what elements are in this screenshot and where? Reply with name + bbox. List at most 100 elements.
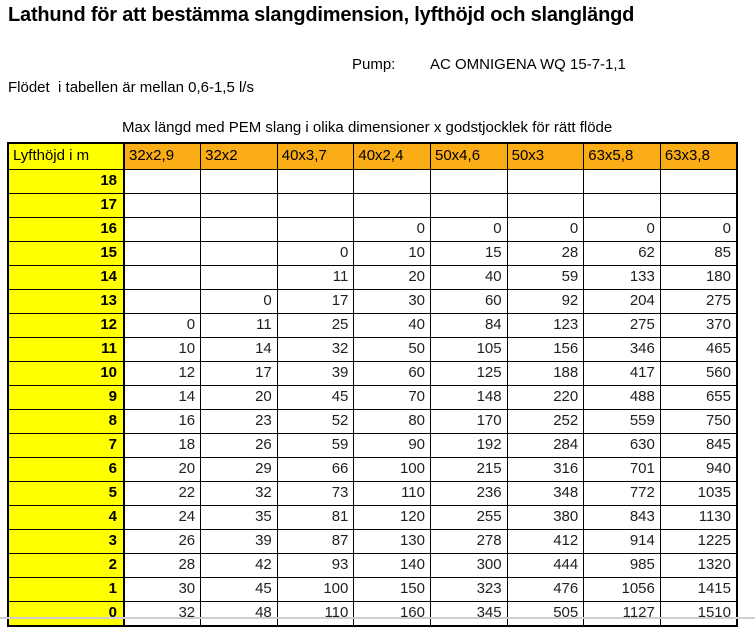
max-length-cell: 370 <box>659 313 738 338</box>
max-length-cell: 300 <box>430 553 508 578</box>
max-length-cell: 92 <box>506 289 585 314</box>
table-row: 11 10 14 32 50 105 156 346 465 <box>7 337 738 362</box>
max-length-cell <box>659 193 738 218</box>
row-header-lyfthojd: 16 <box>7 217 125 242</box>
row-header-lyfthojd: 12 <box>7 313 125 338</box>
max-length-cell: 32 <box>123 601 202 627</box>
max-length-cell: 93 <box>276 553 355 578</box>
max-length-cell <box>123 169 202 194</box>
max-length-cell: 28 <box>506 241 585 266</box>
max-length-cell: 772 <box>583 481 661 506</box>
pump-label: Pump: <box>352 56 396 73</box>
max-length-cell: 0 <box>276 241 355 266</box>
max-length-cell <box>123 241 202 266</box>
max-length-cell <box>123 265 202 290</box>
row-header-lyfthojd: 6 <box>7 457 125 482</box>
row-header-lyfthojd: 9 <box>7 385 125 410</box>
max-length-cell: 0 <box>659 217 738 242</box>
max-length-cell: 188 <box>506 361 585 386</box>
row-header-lyfthojd: 15 <box>7 241 125 266</box>
row-header-lyfthojd: 13 <box>7 289 125 314</box>
max-length-cell: 150 <box>353 577 431 602</box>
max-length-cell: 1130 <box>659 505 738 530</box>
max-length-cell: 14 <box>123 385 202 410</box>
table-row: 8 16 23 52 80 170 252 559 750 <box>7 409 738 434</box>
table-row: 16 0 0 0 0 0 <box>7 217 738 242</box>
max-length-cell: 275 <box>659 289 738 314</box>
table-row: 0 32 48 110 160 345 505 1127 1510 <box>7 601 738 627</box>
max-length-cell: 140 <box>353 553 431 578</box>
max-length-cell: 50 <box>353 337 431 362</box>
max-length-cell <box>123 289 202 314</box>
row-header-lyfthojd: 4 <box>7 505 125 530</box>
max-length-cell: 488 <box>583 385 661 410</box>
table-row: 1 30 45 100 150 323 476 1056 1415 <box>7 577 738 602</box>
row-header-lyfthojd: 0 <box>7 601 125 627</box>
max-length-cell <box>200 241 278 266</box>
max-length-cell: 148 <box>430 385 508 410</box>
row-header-lyfthojd: 3 <box>7 529 125 554</box>
max-length-cell: 66 <box>276 457 355 482</box>
max-length-cell: 170 <box>430 409 508 434</box>
max-length-cell <box>276 169 355 194</box>
max-length-cell <box>583 169 661 194</box>
max-length-cell: 215 <box>430 457 508 482</box>
max-length-cell: 0 <box>430 217 508 242</box>
max-length-cell: 940 <box>659 457 738 482</box>
max-length-cell <box>506 169 585 194</box>
max-length-cell: 346 <box>583 337 661 362</box>
column-header-dimension: 63x5,8 <box>583 142 661 170</box>
max-length-cell: 465 <box>659 337 738 362</box>
max-length-cell: 380 <box>506 505 585 530</box>
max-length-cell: 204 <box>583 289 661 314</box>
max-length-cell: 750 <box>659 409 738 434</box>
max-length-cell: 1415 <box>659 577 738 602</box>
max-length-cell: 284 <box>506 433 585 458</box>
max-length-cell: 87 <box>276 529 355 554</box>
max-length-cell: 505 <box>506 601 585 627</box>
max-length-cell: 30 <box>353 289 431 314</box>
max-length-cell <box>353 193 431 218</box>
max-length-cell: 17 <box>200 361 278 386</box>
max-length-cell <box>430 169 508 194</box>
max-length-cell: 10 <box>123 337 202 362</box>
max-length-cell: 29 <box>200 457 278 482</box>
max-length-cell: 160 <box>353 601 431 627</box>
pump-model-value: AC OMNIGENA WQ 15-7-1,1 <box>430 56 626 73</box>
max-length-cell: 412 <box>506 529 585 554</box>
flow-range-note: Flödet i tabellen är mellan 0,6-1,5 l/s <box>8 79 254 96</box>
max-length-cell: 348 <box>506 481 585 506</box>
max-length-cell: 560 <box>659 361 738 386</box>
max-length-cell: 80 <box>353 409 431 434</box>
table-row: 13 0 17 30 60 92 204 275 <box>7 289 738 314</box>
max-length-cell <box>200 169 278 194</box>
row-header-lyfthojd: 17 <box>7 193 125 218</box>
max-length-cell <box>123 193 202 218</box>
max-length-cell: 125 <box>430 361 508 386</box>
max-length-cell: 39 <box>200 529 278 554</box>
max-length-cell: 60 <box>353 361 431 386</box>
max-length-cell: 133 <box>583 265 661 290</box>
row-header-lyfthojd: 18 <box>7 169 125 194</box>
max-length-cell: 1510 <box>659 601 738 627</box>
max-length-cell: 1225 <box>659 529 738 554</box>
max-length-cell: 40 <box>430 265 508 290</box>
table-row: 18 <box>7 169 738 194</box>
table-header-row: Lyfthöjd i m 32x2,9 32x2 40x3,7 40x2,4 50x4,… <box>7 142 738 170</box>
max-length-cell: 17 <box>276 289 355 314</box>
bottom-divider <box>0 617 755 619</box>
max-length-cell: 20 <box>123 457 202 482</box>
max-length-cell: 25 <box>276 313 355 338</box>
max-length-cell: 73 <box>276 481 355 506</box>
max-length-cell: 0 <box>506 217 585 242</box>
max-length-cell: 15 <box>430 241 508 266</box>
max-length-cell: 84 <box>430 313 508 338</box>
max-length-cell: 11 <box>276 265 355 290</box>
max-length-cell: 23 <box>200 409 278 434</box>
max-length-cell: 48 <box>200 601 278 627</box>
table-row: 6 20 29 66 100 215 316 701 940 <box>7 457 738 482</box>
max-length-cell: 914 <box>583 529 661 554</box>
max-length-cell: 444 <box>506 553 585 578</box>
max-length-cell: 100 <box>276 577 355 602</box>
max-length-cell <box>353 169 431 194</box>
